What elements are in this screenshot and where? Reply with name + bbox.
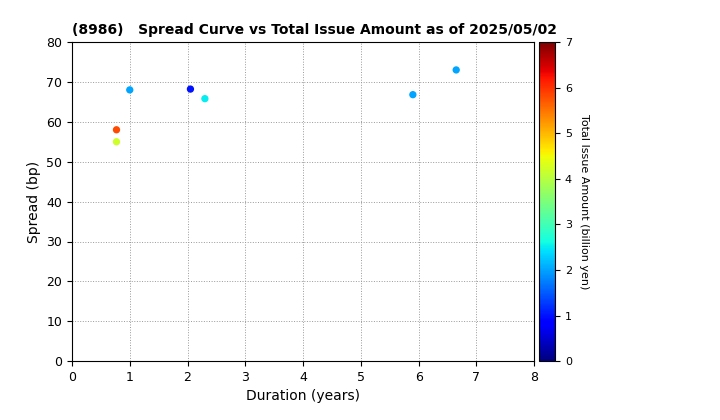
X-axis label: Duration (years): Duration (years) [246, 389, 360, 404]
Point [124, 87, 135, 93]
Point [199, 95, 211, 102]
Point [184, 86, 196, 92]
Point [451, 66, 462, 73]
Y-axis label: Total Issue Amount (billion yen): Total Issue Amount (billion yen) [579, 114, 588, 289]
Point [111, 138, 122, 145]
Y-axis label: Spread (bp): Spread (bp) [27, 160, 41, 243]
Point [407, 91, 418, 98]
Point [111, 126, 122, 133]
Text: (8986)   Spread Curve vs Total Issue Amount as of 2025/05/02: (8986) Spread Curve vs Total Issue Amoun… [72, 23, 557, 37]
